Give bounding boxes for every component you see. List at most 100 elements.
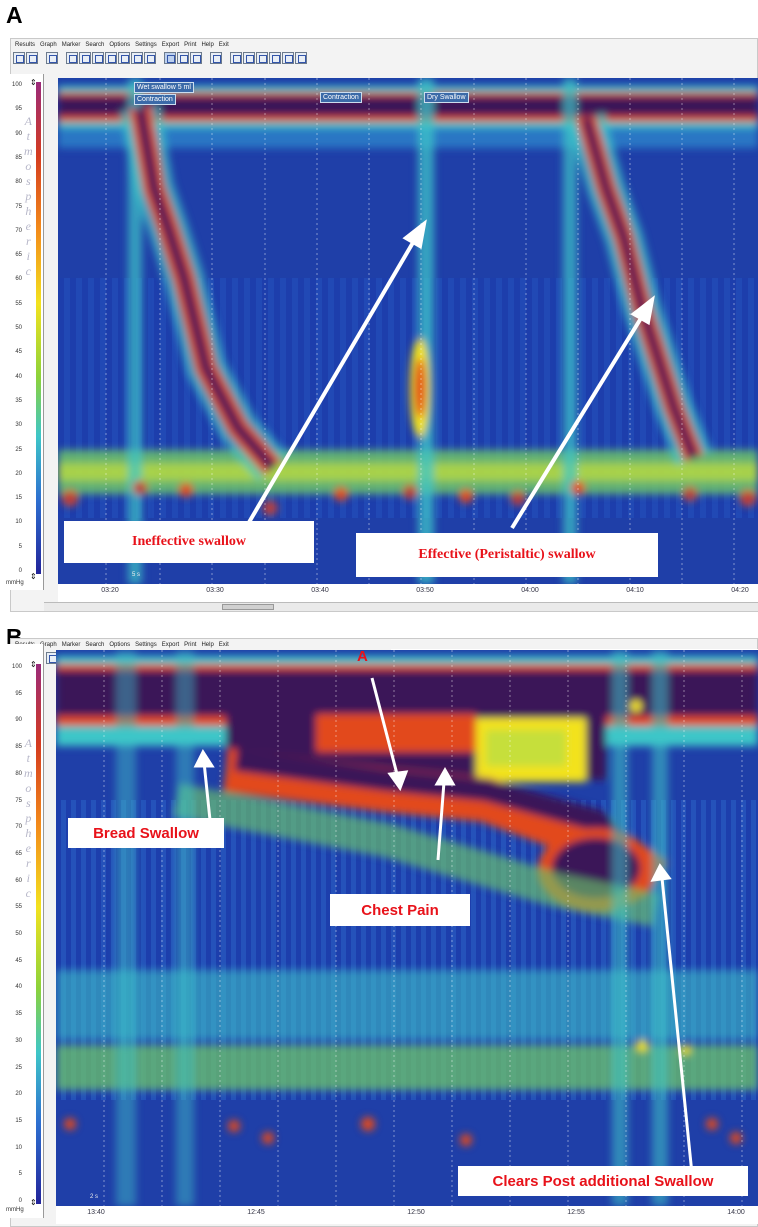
tool-next-icon[interactable] bbox=[190, 52, 202, 64]
y-tick-label: 25 bbox=[15, 1064, 22, 1071]
y-tick-label: 35 bbox=[15, 1011, 22, 1018]
menu-search[interactable]: Search bbox=[85, 41, 105, 48]
y-tick-label: 60 bbox=[15, 276, 22, 283]
menu-options[interactable]: Options bbox=[109, 41, 131, 48]
y-tick-label: 90 bbox=[15, 130, 22, 137]
panel-a-letter: A bbox=[6, 2, 23, 28]
marker-tag-dry-swallow[interactable]: Dry Swallow bbox=[424, 92, 469, 103]
menu-search[interactable]: Search bbox=[85, 641, 105, 648]
atmospheric-letter: c bbox=[25, 264, 31, 278]
atmospheric-letter: s bbox=[26, 796, 31, 810]
marker-tag-contraction-1[interactable]: Contraction bbox=[134, 94, 176, 105]
menu-exit[interactable]: Exit bbox=[218, 641, 229, 648]
tool-settings-icon[interactable] bbox=[295, 52, 307, 64]
menu-settings[interactable]: Settings bbox=[135, 41, 157, 48]
spin-up-icon[interactable]: ⇕ bbox=[30, 78, 37, 87]
arrowhead-clears bbox=[650, 863, 672, 882]
atmospheric-letter: o bbox=[25, 159, 32, 173]
atmospheric-letter: r bbox=[26, 856, 31, 870]
y-tick-label: 15 bbox=[15, 1117, 22, 1124]
menu-graph[interactable]: Graph bbox=[40, 641, 57, 648]
atmospheric-letter: e bbox=[25, 219, 31, 233]
spin-down-icon[interactable]: ⇕ bbox=[30, 1198, 37, 1207]
x-tick-label: 03:40 bbox=[311, 587, 329, 594]
spin-down-icon[interactable]: ⇕ bbox=[30, 572, 37, 581]
panel-b: B Results Graph Marker Search Options Se… bbox=[0, 622, 758, 1227]
menu-print[interactable]: Print bbox=[184, 41, 197, 48]
menu-results[interactable]: Results bbox=[15, 41, 36, 48]
tool-view3-icon[interactable] bbox=[92, 52, 104, 64]
menu-graph[interactable]: Graph bbox=[40, 41, 57, 48]
menu-bar: Results Graph Marker Search Options Sett… bbox=[15, 639, 229, 650]
menu-marker[interactable]: Marker bbox=[61, 41, 81, 48]
tool-search-icon[interactable] bbox=[230, 52, 242, 64]
y-tick-label: 15 bbox=[15, 495, 22, 502]
menu-help[interactable]: Help bbox=[201, 641, 214, 648]
tool-edit-icon[interactable] bbox=[46, 52, 58, 64]
tool-check-icon[interactable] bbox=[282, 52, 294, 64]
arrowhead-ineffective bbox=[402, 219, 427, 250]
menu-marker[interactable]: Marker bbox=[61, 641, 81, 648]
y-tick-label: 45 bbox=[15, 349, 22, 356]
clears-label: Clears Post additional Swallow bbox=[492, 1172, 714, 1190]
pressure-topography-plot-a[interactable]: Wet swallow 5 ml Contraction Contraction… bbox=[58, 78, 758, 584]
atmospheric-letter: e bbox=[25, 841, 31, 855]
menu-help[interactable]: Help bbox=[201, 41, 214, 48]
tool-graph-icon[interactable] bbox=[256, 52, 268, 64]
spin-up-icon[interactable]: ⇕ bbox=[30, 660, 37, 669]
menu-exit[interactable]: Exit bbox=[218, 41, 229, 48]
x-axis-a: 03:20 03:30 03:40 03:50 04:00 04:10 04:20 5 s bbox=[58, 572, 758, 602]
tool-view2-icon[interactable] bbox=[79, 52, 91, 64]
y-tick-label: 20 bbox=[15, 470, 22, 477]
tool-open-icon[interactable] bbox=[13, 52, 25, 64]
tool-view5-icon[interactable] bbox=[118, 52, 130, 64]
marker-tag-wet-swallow[interactable]: Wet swallow 5 ml bbox=[134, 82, 194, 93]
tool-measure-icon[interactable] bbox=[243, 52, 255, 64]
scrollbar-thumb-a[interactable] bbox=[222, 604, 274, 610]
horizontal-scrollbar-a[interactable] bbox=[44, 602, 758, 611]
arrow-ineffective bbox=[246, 232, 420, 526]
menu-settings[interactable]: Settings bbox=[135, 641, 157, 648]
y-tick-label: 80 bbox=[15, 770, 22, 777]
tool-zoom-icon[interactable] bbox=[164, 52, 176, 64]
tool-report-icon[interactable] bbox=[210, 52, 222, 64]
tool-view4-icon[interactable] bbox=[105, 52, 117, 64]
menu-export[interactable]: Export bbox=[161, 41, 180, 48]
atmospheric-letter: h bbox=[25, 204, 32, 218]
tool-undo-icon[interactable] bbox=[269, 52, 281, 64]
arrow-effective bbox=[510, 308, 648, 530]
effective-swallow-label: Effective (Peristaltic) swallow bbox=[418, 547, 596, 562]
atmospheric-letter: s bbox=[26, 174, 31, 188]
arrow-chest-pain bbox=[436, 781, 446, 861]
chest-pain-label: Chest Pain bbox=[361, 901, 439, 919]
x-tick-label: 04:00 bbox=[521, 587, 539, 594]
tool-view1-icon[interactable] bbox=[66, 52, 78, 64]
y-tick-label: 0 bbox=[18, 568, 22, 574]
effective-swallow-label-box: Effective (Peristaltic) swallow bbox=[356, 533, 658, 577]
menu-bar: Results Graph Marker Search Options Sett… bbox=[15, 39, 229, 50]
y-tick-label: 100 bbox=[11, 664, 22, 670]
atmospheric-letter: t bbox=[26, 751, 30, 765]
y-tick-label: 50 bbox=[15, 325, 22, 331]
panel-a: A Results Graph Marker Search Options Se… bbox=[6, 2, 758, 612]
x-tick-label: 03:20 bbox=[101, 587, 119, 594]
pressure-colorbar bbox=[36, 82, 41, 574]
menu-options[interactable]: Options bbox=[109, 641, 131, 648]
tool-view7-icon[interactable] bbox=[144, 52, 156, 64]
clears-label-box: Clears Post additional Swallow bbox=[458, 1166, 748, 1196]
atmospheric-letter: A bbox=[24, 736, 32, 750]
tool-save-icon[interactable] bbox=[26, 52, 38, 64]
menu-export[interactable]: Export bbox=[161, 641, 180, 648]
pressure-topography-plot-b[interactable] bbox=[56, 650, 758, 1206]
x-tick-label: 03:50 bbox=[416, 587, 434, 594]
atmospheric-letter: i bbox=[26, 871, 30, 885]
menu-print[interactable]: Print bbox=[184, 641, 197, 648]
y-tick-label: 45 bbox=[15, 957, 22, 964]
arrowhead-a bbox=[387, 770, 409, 792]
tool-mark-icon[interactable] bbox=[177, 52, 189, 64]
x-tick-label: 04:10 bbox=[626, 587, 644, 594]
tool-view6-icon[interactable] bbox=[131, 52, 143, 64]
y-tick-label: 40 bbox=[15, 984, 22, 991]
marker-tag-contraction-2[interactable]: Contraction bbox=[320, 92, 362, 103]
unit-label: mmHg bbox=[6, 1207, 24, 1213]
